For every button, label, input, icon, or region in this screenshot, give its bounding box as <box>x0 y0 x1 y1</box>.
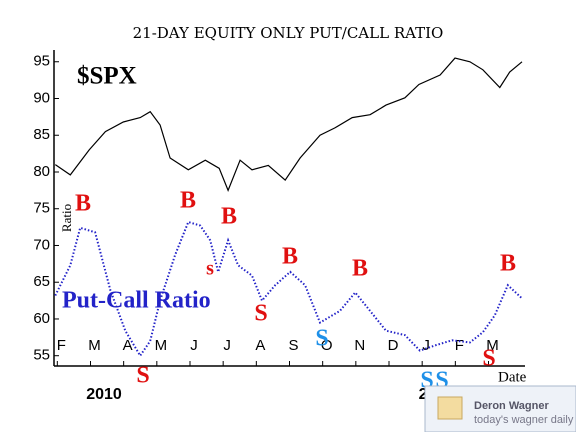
x-tick-label: O <box>321 337 333 354</box>
y-tick-label: 95 <box>33 53 50 70</box>
popup[interactable]: Deron Wagner today's wagner daily fo <box>424 385 576 432</box>
y-tick-label: 60 <box>33 310 50 327</box>
annotation: S <box>136 363 149 389</box>
y-tick-label: 85 <box>33 126 50 143</box>
series-line <box>54 220 523 358</box>
x-tick-label: A <box>123 337 133 354</box>
popup-icon <box>437 396 463 420</box>
x-tick-label: M <box>486 337 499 354</box>
y-tick-label: 80 <box>33 163 50 180</box>
x-tick-label: J <box>223 337 231 354</box>
popup-title: Deron Wagner <box>474 400 549 412</box>
annotation: s <box>206 258 214 280</box>
y-axis-label: Ratio <box>59 204 74 232</box>
x-tick-label: M <box>88 337 101 354</box>
x-tick-label: F <box>455 337 464 354</box>
chart-title: 21-DAY EQUITY ONLY PUT/CALL RATIO <box>133 24 444 42</box>
annotation: S <box>482 346 495 372</box>
x-tick-label: D <box>388 337 399 354</box>
annotation: B <box>282 244 298 270</box>
x-tick-label: J <box>422 337 430 354</box>
x-tick-label: S <box>288 337 298 354</box>
x-tick-label: F <box>57 337 66 354</box>
x-tick-label: A <box>255 337 265 354</box>
popup-text: today's wagner daily fo <box>474 414 576 426</box>
annotation: S <box>315 326 328 352</box>
y-tick-label: 65 <box>33 273 50 290</box>
annotation: B <box>221 204 237 230</box>
x-tick-label: J <box>190 337 198 354</box>
annotation: B <box>352 256 368 282</box>
annotation: B <box>75 191 91 217</box>
annotation: B <box>180 188 196 214</box>
x-tick-label: M <box>155 337 168 354</box>
annotation: B <box>500 251 516 277</box>
annotation: S <box>254 301 267 327</box>
y-tick-label: 55 <box>33 347 50 364</box>
series-label: $SPX <box>77 63 137 90</box>
y-tick-label: 90 <box>33 89 50 106</box>
series-label: Put-Call Ratio <box>62 288 211 314</box>
x-tick-label: N <box>354 337 365 354</box>
x-axis-label: Date <box>498 369 527 385</box>
y-tick-label: 70 <box>33 236 50 253</box>
year-label: 2010 <box>86 386 122 403</box>
y-tick-label: 75 <box>33 200 50 217</box>
series-line <box>54 57 523 193</box>
